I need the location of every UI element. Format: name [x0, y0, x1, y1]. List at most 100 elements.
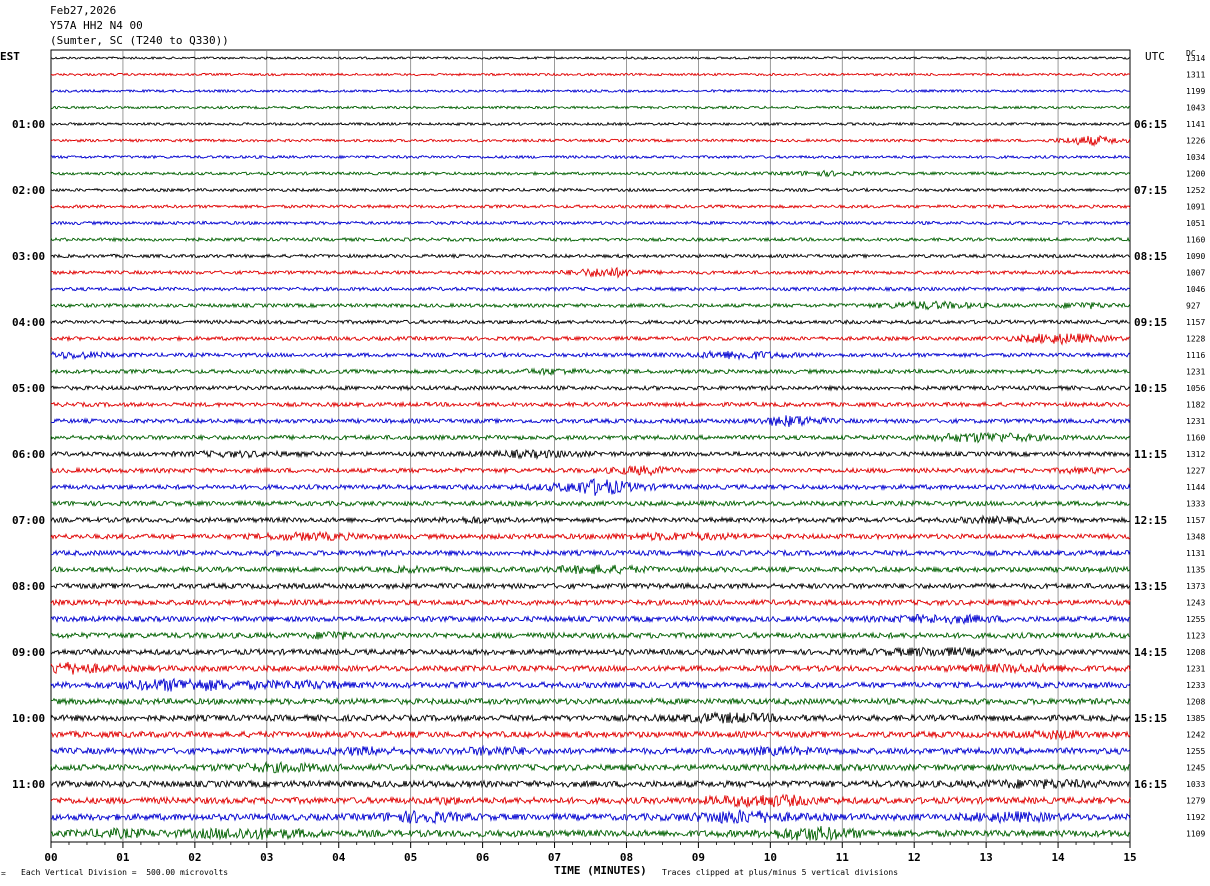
- seismic-trace: [50, 548, 1131, 558]
- seismic-trace: [50, 220, 1131, 226]
- dc-offset-label: 1157: [1186, 516, 1205, 525]
- footer-scale-note: Each Vertical Division = 500.00 microvol…: [21, 868, 229, 877]
- scale-marker: ≍: [1, 869, 6, 878]
- dc-offset-label: 1333: [1186, 500, 1205, 509]
- x-tick-label: 11: [836, 851, 850, 864]
- utc-hour-label: 07:15: [1134, 184, 1167, 197]
- dc-offset-label: 1157: [1186, 318, 1205, 327]
- dc-offset-label: 1135: [1186, 566, 1205, 575]
- seismic-trace: [50, 236, 1131, 243]
- seismic-trace: [50, 448, 1131, 460]
- seismic-trace: [50, 285, 1131, 293]
- x-tick-label: 12: [908, 851, 921, 864]
- x-tick-label: 09: [692, 851, 705, 864]
- dc-offset-label: 1314: [1186, 54, 1205, 63]
- dc-offset-label: 1231: [1186, 368, 1205, 377]
- seismic-trace: [50, 793, 1131, 809]
- seismic-trace: [50, 384, 1131, 392]
- dc-offset-label: 1245: [1186, 764, 1205, 773]
- seismic-trace: [50, 88, 1131, 94]
- dc-offset-label: 1192: [1186, 813, 1205, 822]
- x-tick-label: 04: [332, 851, 346, 864]
- dc-offset-label: 1312: [1186, 450, 1205, 459]
- seismic-trace: [50, 514, 1131, 525]
- seismic-trace: [50, 318, 1130, 326]
- dc-offset-label: 1051: [1186, 219, 1205, 228]
- dc-offset-label: 1160: [1186, 236, 1205, 245]
- utc-hour-label: 12:15: [1134, 514, 1167, 527]
- seismic-trace: [50, 826, 1131, 842]
- seismic-trace: [50, 630, 1131, 640]
- est-hour-label: 07:00: [12, 514, 45, 527]
- dc-offset-label: 1226: [1186, 137, 1205, 146]
- dc-offset-label: 1043: [1186, 104, 1205, 113]
- seismic-trace: [50, 564, 1131, 575]
- station-location: (Sumter, SC (T240 to Q330)): [50, 34, 229, 47]
- seismic-trace: [50, 530, 1131, 542]
- seismic-trace: [50, 465, 1131, 477]
- dc-offset-label: 1131: [1186, 549, 1205, 558]
- est-hour-label: 10:00: [12, 712, 45, 725]
- dc-offset-label: 1046: [1186, 285, 1205, 294]
- seismic-trace: [50, 266, 1131, 279]
- est-hour-label: 04:00: [12, 316, 45, 329]
- x-tick-label: 02: [188, 851, 201, 864]
- est-hour-label: 03:00: [12, 250, 45, 263]
- dc-offset-label: 1109: [1186, 830, 1205, 839]
- seismic-trace: [50, 154, 1130, 160]
- x-tick-label: 05: [404, 851, 417, 864]
- utc-hour-label: 14:15: [1134, 646, 1167, 659]
- x-tick-label: 00: [44, 851, 57, 864]
- seismic-trace: [50, 252, 1131, 260]
- dc-offset-label: 1255: [1186, 615, 1205, 624]
- dc-offset-label: 1243: [1186, 599, 1205, 608]
- dc-offset-label: 1182: [1186, 401, 1205, 410]
- dc-offset-label: 1255: [1186, 747, 1205, 756]
- dc-offset-label: 1228: [1186, 335, 1205, 344]
- seismic-trace: [50, 169, 1131, 178]
- dc-offset-label: 1056: [1186, 384, 1205, 393]
- dc-offset-label: 1279: [1186, 797, 1205, 806]
- utc-hour-label: 06:15: [1134, 118, 1167, 131]
- est-hour-label: 09:00: [12, 646, 45, 659]
- seismic-trace: [50, 333, 1131, 346]
- dc-offset-label: 1007: [1186, 269, 1205, 278]
- seismic-trace: [50, 646, 1131, 658]
- seismic-trace: [50, 661, 1131, 675]
- seismic-trace: [50, 744, 1131, 757]
- est-hour-label: 02:00: [12, 184, 45, 197]
- dc-offset-label: 1231: [1186, 665, 1205, 674]
- dc-offset-label: 1373: [1186, 582, 1205, 591]
- utc-hour-label: 08:15: [1134, 250, 1167, 263]
- seismic-trace: [50, 499, 1131, 508]
- seismic-trace: [50, 300, 1131, 311]
- seismic-trace: [50, 729, 1131, 741]
- utc-hour-label: 13:15: [1134, 580, 1167, 593]
- x-tick-label: 13: [980, 851, 993, 864]
- dc-offset-label: 1227: [1186, 467, 1205, 476]
- dc-offset-label: 1208: [1186, 648, 1205, 657]
- seismic-trace: [50, 598, 1131, 607]
- utc-hour-label: 09:15: [1134, 316, 1167, 329]
- dc-offset-label: 1034: [1186, 153, 1205, 162]
- right-timezone-label: UTC: [1145, 50, 1165, 63]
- x-tick-label: 07: [548, 851, 561, 864]
- utc-hour-label: 15:15: [1134, 712, 1167, 725]
- est-hour-label: 01:00: [12, 118, 45, 131]
- dc-offset-label: 1242: [1186, 731, 1205, 740]
- dc-offset-label: 1033: [1186, 780, 1205, 789]
- seismic-trace: [50, 581, 1131, 591]
- est-hour-label: 08:00: [12, 580, 45, 593]
- seismic-trace: [50, 613, 1131, 625]
- dc-offset-label: 1231: [1186, 417, 1205, 426]
- dc-offset-label: 1141: [1186, 120, 1205, 129]
- seismic-trace: [50, 415, 1131, 428]
- seismic-trace: [50, 55, 1131, 60]
- est-hour-label: 05:00: [12, 382, 45, 395]
- dc-offset-label: 1090: [1186, 252, 1205, 261]
- seismic-trace: [50, 697, 1131, 707]
- seismic-trace: [50, 431, 1131, 444]
- seismic-trace: [50, 135, 1131, 148]
- est-hour-label: 06:00: [12, 448, 45, 461]
